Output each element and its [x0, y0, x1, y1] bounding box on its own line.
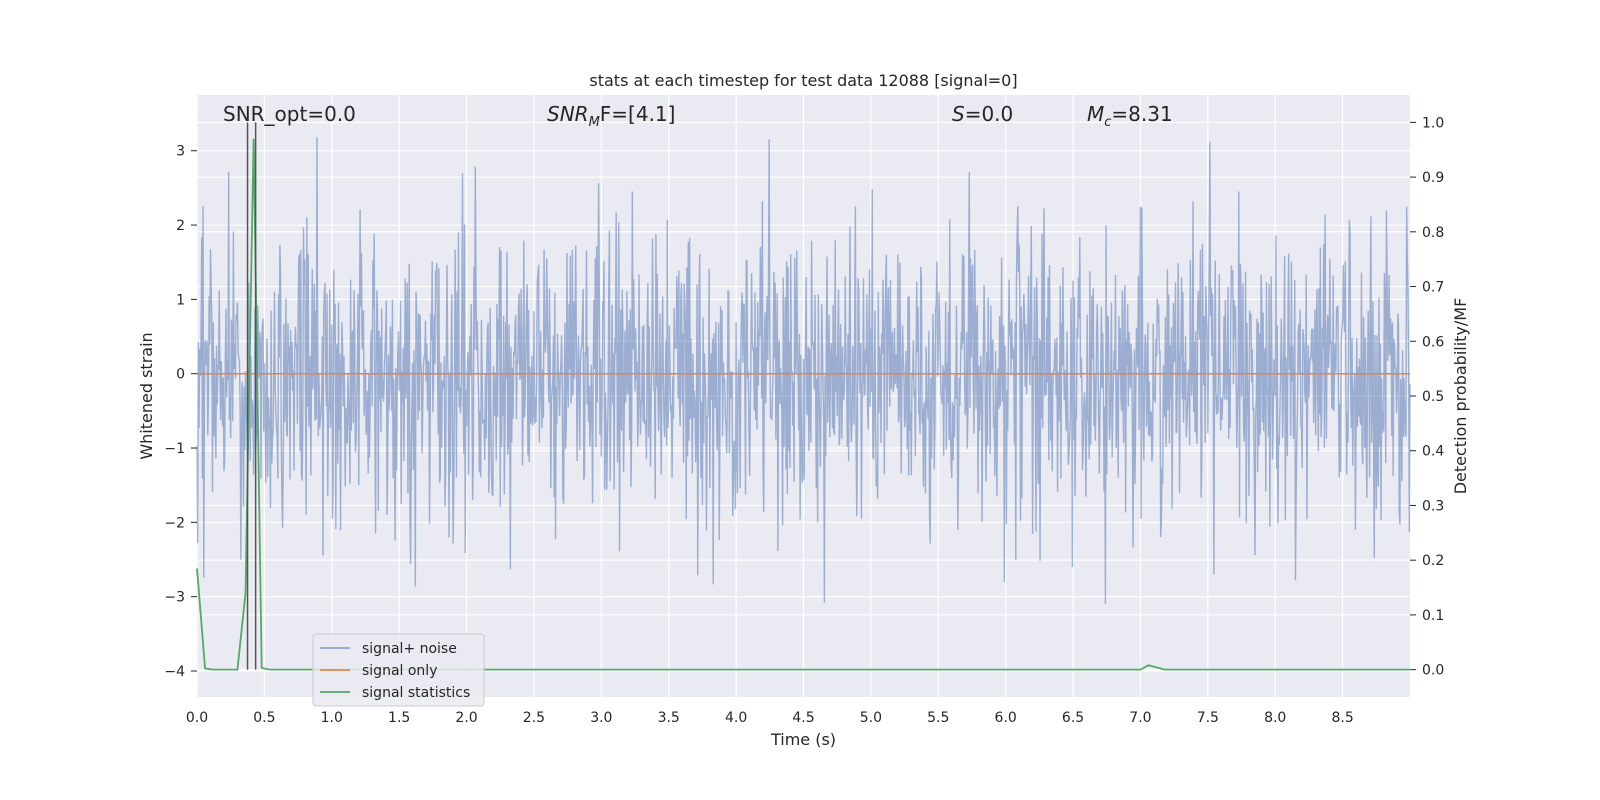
- x-tick-label: 6.0: [995, 710, 1017, 726]
- y2-tick-label: 0.2: [1422, 553, 1444, 569]
- x-tick-label: 6.5: [1062, 710, 1084, 726]
- y-axis-label: Whitened strain: [137, 332, 156, 459]
- x-tick-label: 7.0: [1129, 710, 1151, 726]
- x-tick-label: 3.0: [590, 710, 612, 726]
- x-tick-label: 8.5: [1331, 710, 1353, 726]
- annotation-snr-mf-rest: F=[4.1]: [600, 102, 676, 126]
- x-tick-label: 3.5: [658, 710, 680, 726]
- legend-items: signal+ noise signal only signal statistic…: [320, 641, 470, 701]
- x-tick-label: 4.5: [792, 710, 814, 726]
- legend-box: [312, 633, 485, 707]
- y-tick-label: −4: [164, 664, 185, 680]
- x-axis-ticks: 0.0 0.5 1.0 1.5 2.0 2.5 3.0 3.5 4.0 4.5 5.0 5.5 6.0 6…: [186, 710, 1354, 726]
- x-axis-label: Time (s): [770, 730, 836, 749]
- x-tick-label: 0.5: [253, 710, 275, 726]
- y2-tick-label: 0.8: [1422, 225, 1444, 241]
- series-line-signal-statistics: [196, 138, 1410, 671]
- y2-tick-label: 0.0: [1422, 663, 1444, 679]
- legend-entry: signal only: [362, 663, 437, 679]
- y2-tick-label: 0.3: [1422, 498, 1444, 514]
- series-line-signal-noise: [196, 137, 1411, 604]
- series-signal-statistics: [196, 138, 1410, 671]
- annotation-mc-rest: =8.31: [1111, 102, 1172, 126]
- y2-tick-label: 0.7: [1422, 280, 1444, 296]
- x-tick-label: 1.0: [321, 710, 343, 726]
- y2-tick-label: 0.5: [1422, 389, 1444, 405]
- annotation-snr-mf-sub: M: [589, 115, 600, 130]
- legend: signal+ noise signal only signal statistic…: [312, 633, 485, 707]
- legend-entry: signal+ noise: [362, 641, 457, 657]
- annotation-s-var: S: [952, 102, 965, 126]
- y-tick-label: 2: [176, 218, 185, 234]
- y2-axis-label: Detection probability/MF: [1451, 298, 1470, 495]
- y2-axis-ticks: 0.0 0.1 0.2 0.3 0.4 0.5 0.6 0.7 0.8 0.9 1.0: [1410, 115, 1444, 679]
- annotation-mc: Mc=8.31: [1087, 102, 1173, 130]
- annotation-snr-mf: SNRMF=[4.1]: [547, 102, 675, 130]
- annotation-mc-sub: c: [1104, 115, 1111, 130]
- x-tick-label: 5.5: [927, 710, 949, 726]
- x-tick-label: 4.0: [725, 710, 747, 726]
- x-tick-label: 7.5: [1197, 710, 1219, 726]
- annotation-s: S=0.0: [952, 102, 1013, 126]
- y2-tick-label: 0.4: [1422, 444, 1444, 460]
- x-tick-label: 0.0: [186, 710, 208, 726]
- chart-title: stats at each timestep for test data 120…: [589, 71, 1017, 90]
- y-tick-label: −1: [164, 441, 185, 457]
- y-tick-label: 3: [176, 144, 185, 160]
- y2-tick-label: 0.6: [1422, 334, 1444, 350]
- y2-tick-label: 1.0: [1422, 115, 1444, 131]
- annotation-snr-mf-main: SNR: [547, 102, 589, 126]
- x-tick-label: 8.0: [1264, 710, 1286, 726]
- y-tick-label: 1: [176, 292, 185, 308]
- x-tick-label: 1.5: [388, 710, 410, 726]
- y2-tick-label: 0.9: [1422, 170, 1444, 186]
- x-tick-label: 2.5: [523, 710, 545, 726]
- y-tick-label: 0: [176, 367, 185, 383]
- y-tick-label: −2: [164, 515, 185, 531]
- legend-entry: signal statistics: [362, 685, 470, 701]
- x-tick-label: 2.0: [455, 710, 477, 726]
- annotation-snr-opt: SNR_opt=0.0: [223, 102, 356, 126]
- x-tick-label: 5.0: [860, 710, 882, 726]
- vertical-markers: [246, 122, 257, 670]
- annotation-mc-var: M: [1087, 102, 1104, 126]
- y-tick-label: −3: [164, 590, 185, 606]
- annotation-s-rest: =0.0: [965, 102, 1014, 126]
- y-axis-ticks: −4 −3 −2 −1 0 1 2 3: [164, 144, 197, 680]
- y2-tick-label: 0.1: [1422, 608, 1444, 624]
- series-signal-noise: [196, 137, 1411, 604]
